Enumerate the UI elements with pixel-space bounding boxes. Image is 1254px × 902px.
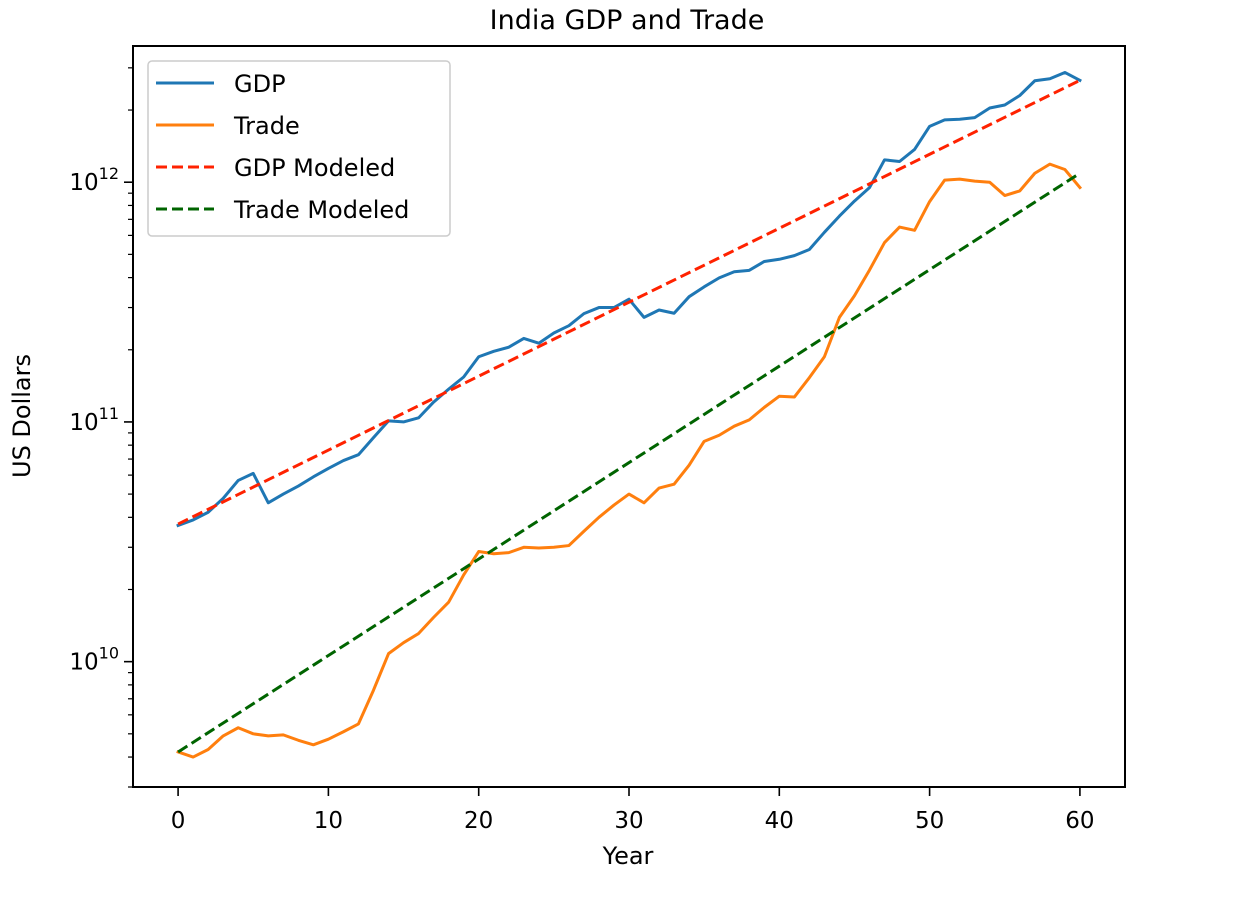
legend-box	[147, 60, 451, 237]
x-tick-label: 50	[915, 808, 944, 834]
x-tick-label: 0	[171, 808, 186, 834]
legend-label-gdp-modeled: GDP Modeled	[234, 154, 395, 182]
y-tick-label: 1012	[69, 164, 119, 196]
y-axis-label: US Dollars	[8, 354, 36, 478]
series-line-trade	[176, 162, 1083, 759]
x-tick-label: 60	[1065, 808, 1094, 834]
legend-label-gdp: GDP	[234, 70, 286, 98]
legend-label-trade-modeled: Trade Modeled	[233, 196, 409, 224]
y-tick-label: 1010	[69, 644, 119, 676]
x-tick-label: 20	[464, 808, 493, 834]
plot-area: 0 10 20 30 40 50 60 1010 1011 1012	[69, 45, 1126, 834]
series-line-trade-modeled	[177, 171, 1081, 754]
chart-title: India GDP and Trade	[490, 5, 765, 36]
legend: GDP Trade GDP Modeled Trade Modeled	[147, 60, 451, 237]
x-tick-label: 30	[614, 808, 643, 834]
y-tick-label: 1011	[69, 404, 119, 436]
legend-label-trade: Trade	[233, 112, 300, 140]
series-group	[176, 70, 1083, 759]
x-tick-label: 10	[314, 808, 343, 834]
series-line-gdp-modeled	[177, 79, 1081, 526]
series-line-gdp	[176, 70, 1082, 528]
x-axis-label: Year	[602, 842, 654, 870]
x-tick-label: 40	[765, 808, 794, 834]
